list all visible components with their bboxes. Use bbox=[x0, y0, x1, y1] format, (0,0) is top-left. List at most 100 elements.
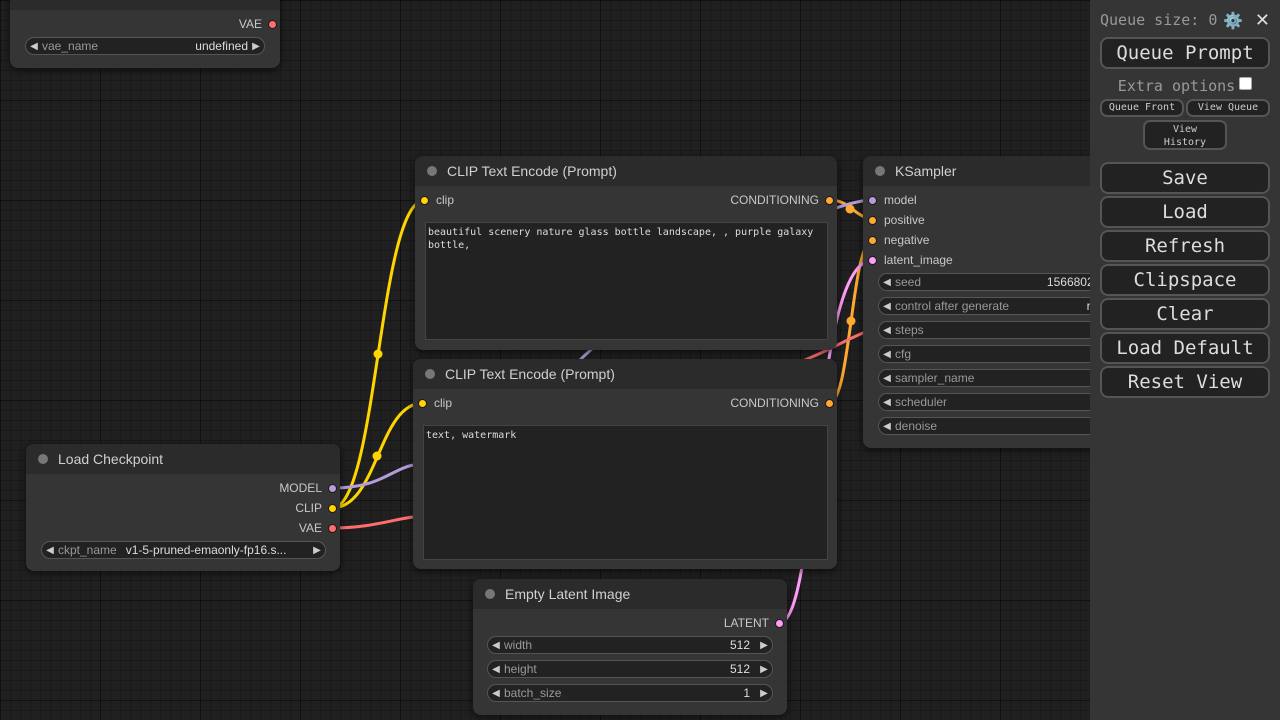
prompt-text-positive[interactable]: beautiful scenery nature glass bottle la… bbox=[425, 222, 828, 340]
arrow-left-icon[interactable]: ◀ bbox=[883, 372, 891, 384]
arrow-right-icon[interactable]: ▶ bbox=[313, 544, 321, 556]
latent-output-slot[interactable]: LATENT bbox=[573, 613, 783, 633]
reroute-dot bbox=[373, 349, 383, 359]
arrow-left-icon[interactable]: ◀ bbox=[883, 324, 891, 336]
cfg-widget[interactable]: ◀ cfg bbox=[878, 345, 1090, 363]
view-history-label-line2: History bbox=[1163, 137, 1207, 148]
vae-loader-node[interactable]: VAE ◀ vae_name undefined ▶ bbox=[10, 0, 280, 68]
reroute-dot bbox=[846, 316, 856, 326]
ksampler-node[interactable]: KSampler model positive negative latent_… bbox=[863, 156, 1090, 448]
clip-input-slot[interactable]: clip bbox=[421, 190, 454, 210]
vae-output-dot[interactable] bbox=[269, 20, 276, 28]
graph-canvas[interactable]: VAE ◀ vae_name undefined ▶ CLIP Text Enc… bbox=[0, 0, 1090, 720]
load-default-button[interactable]: Load Default bbox=[1100, 332, 1270, 364]
model-input-dot[interactable] bbox=[869, 196, 876, 204]
reroute-dot bbox=[845, 204, 855, 214]
refresh-button[interactable]: Refresh bbox=[1100, 230, 1270, 262]
clip-input-dot[interactable] bbox=[419, 399, 426, 407]
clip-text-encode-negative-node[interactable]: CLIP Text Encode (Prompt) clip CONDITION… bbox=[413, 359, 837, 569]
ckpt-name-widget[interactable]: ◀ ckpt_name v1-5-pruned-emaonly-fp16.s..… bbox=[41, 541, 326, 559]
sampler-name-widget[interactable]: ◀ sampler_name bbox=[878, 369, 1090, 387]
extra-options-label: Extra options bbox=[1117, 77, 1236, 95]
vae-name-widget[interactable]: ◀ vae_name undefined ▶ bbox=[25, 37, 265, 55]
reset-view-button[interactable]: Reset View bbox=[1100, 366, 1270, 398]
extra-options-checkbox[interactable] bbox=[1239, 77, 1253, 90]
node-title[interactable]: Empty Latent Image bbox=[473, 579, 787, 609]
negative-input-dot[interactable] bbox=[869, 236, 876, 244]
arrow-right-icon[interactable]: ▶ bbox=[760, 639, 768, 651]
reroute-dot bbox=[372, 451, 382, 461]
vae-output-slot[interactable]: VAE bbox=[126, 518, 336, 538]
arrow-left-icon[interactable]: ◀ bbox=[492, 663, 500, 675]
steps-widget[interactable]: ◀ steps bbox=[878, 321, 1090, 339]
close-icon[interactable]: ✕ bbox=[1254, 9, 1270, 31]
load-button[interactable]: Load bbox=[1100, 196, 1270, 228]
arrow-left-icon[interactable]: ◀ bbox=[492, 639, 500, 651]
negative-input-slot[interactable]: negative bbox=[869, 230, 929, 250]
empty-latent-image-node[interactable]: Empty Latent Image LATENT ◀ width 512 ▶ … bbox=[473, 579, 787, 715]
arrow-left-icon[interactable]: ◀ bbox=[492, 687, 500, 699]
clip-input-slot[interactable]: clip bbox=[419, 393, 452, 413]
width-widget[interactable]: ◀ width 512 ▶ bbox=[487, 636, 773, 654]
arrow-left-icon[interactable]: ◀ bbox=[883, 348, 891, 360]
model-input-slot[interactable]: model bbox=[869, 190, 917, 210]
arrow-left-icon[interactable]: ◀ bbox=[46, 544, 54, 556]
vae-output-slot[interactable]: VAE bbox=[110, 14, 276, 34]
prompt-text-negative[interactable]: text, watermark bbox=[423, 425, 828, 560]
height-widget[interactable]: ◀ height 512 ▶ bbox=[487, 660, 773, 678]
arrow-right-icon[interactable]: ▶ bbox=[760, 663, 768, 675]
clip-output-dot[interactable] bbox=[329, 504, 336, 512]
latent-output-dot[interactable] bbox=[776, 619, 783, 627]
conditioning-output-slot[interactable]: CONDITIONING bbox=[613, 393, 833, 413]
latent-input-slot[interactable]: latent_image bbox=[869, 250, 953, 270]
arrow-left-icon[interactable]: ◀ bbox=[30, 40, 38, 52]
arrow-right-icon[interactable]: ▶ bbox=[760, 687, 768, 699]
extra-options-row: Extra options bbox=[1090, 75, 1280, 97]
conditioning-output-dot[interactable] bbox=[826, 196, 833, 204]
collapse-dot-icon[interactable] bbox=[425, 369, 435, 379]
queue-front-button[interactable]: Queue Front bbox=[1100, 99, 1184, 117]
node-title[interactable]: CLIP Text Encode (Prompt) bbox=[415, 156, 837, 186]
load-checkpoint-node[interactable]: Load Checkpoint MODEL CLIP VAE ◀ ckpt_na… bbox=[26, 444, 340, 571]
scheduler-widget[interactable]: ◀ scheduler bbox=[878, 393, 1090, 411]
positive-input-slot[interactable]: positive bbox=[869, 210, 925, 230]
arrow-left-icon[interactable]: ◀ bbox=[883, 396, 891, 408]
model-output-slot[interactable]: MODEL bbox=[126, 478, 336, 498]
node-title[interactable]: Load Checkpoint bbox=[26, 444, 340, 474]
side-menu: Queue size: 0 ⚙️ ✕ Queue Prompt Extra op… bbox=[1090, 0, 1280, 720]
clipspace-button[interactable]: Clipspace bbox=[1100, 264, 1270, 296]
positive-input-dot[interactable] bbox=[869, 216, 876, 224]
collapse-dot-icon[interactable] bbox=[38, 454, 48, 464]
seed-widget[interactable]: ◀ seed 156680208 bbox=[878, 273, 1090, 291]
clip-text-encode-positive-node[interactable]: CLIP Text Encode (Prompt) clip CONDITION… bbox=[415, 156, 837, 350]
clear-button[interactable]: Clear bbox=[1100, 298, 1270, 330]
gear-icon[interactable]: ⚙️ bbox=[1223, 10, 1244, 30]
vae-loader-title bbox=[10, 0, 280, 10]
clip-output-slot[interactable]: CLIP bbox=[126, 498, 336, 518]
conditioning-output-slot[interactable]: CONDITIONING bbox=[615, 190, 833, 210]
queue-prompt-button[interactable]: Queue Prompt bbox=[1100, 37, 1270, 69]
collapse-dot-icon[interactable] bbox=[427, 166, 437, 176]
node-title[interactable]: KSampler bbox=[863, 156, 1090, 186]
collapse-dot-icon[interactable] bbox=[875, 166, 885, 176]
arrow-left-icon[interactable]: ◀ bbox=[883, 420, 891, 432]
view-queue-button[interactable]: View Queue bbox=[1186, 99, 1270, 117]
collapse-dot-icon[interactable] bbox=[485, 589, 495, 599]
model-output-dot[interactable] bbox=[329, 484, 336, 492]
batch-size-widget[interactable]: ◀ batch_size 1 ▶ bbox=[487, 684, 773, 702]
save-button[interactable]: Save bbox=[1100, 162, 1270, 194]
arrow-left-icon[interactable]: ◀ bbox=[883, 300, 891, 312]
node-title[interactable]: CLIP Text Encode (Prompt) bbox=[413, 359, 837, 389]
arrow-left-icon[interactable]: ◀ bbox=[883, 276, 891, 288]
link-clip-neg bbox=[331, 401, 424, 510]
denoise-widget[interactable]: ◀ denoise bbox=[878, 417, 1090, 435]
view-history-button[interactable]: View History bbox=[1143, 120, 1227, 150]
link-vae bbox=[331, 515, 414, 530]
latent-input-dot[interactable] bbox=[869, 256, 876, 264]
control-after-generate-widget[interactable]: ◀ control after generate ran bbox=[878, 297, 1090, 315]
arrow-right-icon[interactable]: ▶ bbox=[252, 40, 260, 52]
clip-input-dot[interactable] bbox=[421, 196, 428, 204]
link-model bbox=[331, 463, 414, 490]
vae-output-dot[interactable] bbox=[329, 524, 336, 532]
conditioning-output-dot[interactable] bbox=[826, 399, 833, 407]
